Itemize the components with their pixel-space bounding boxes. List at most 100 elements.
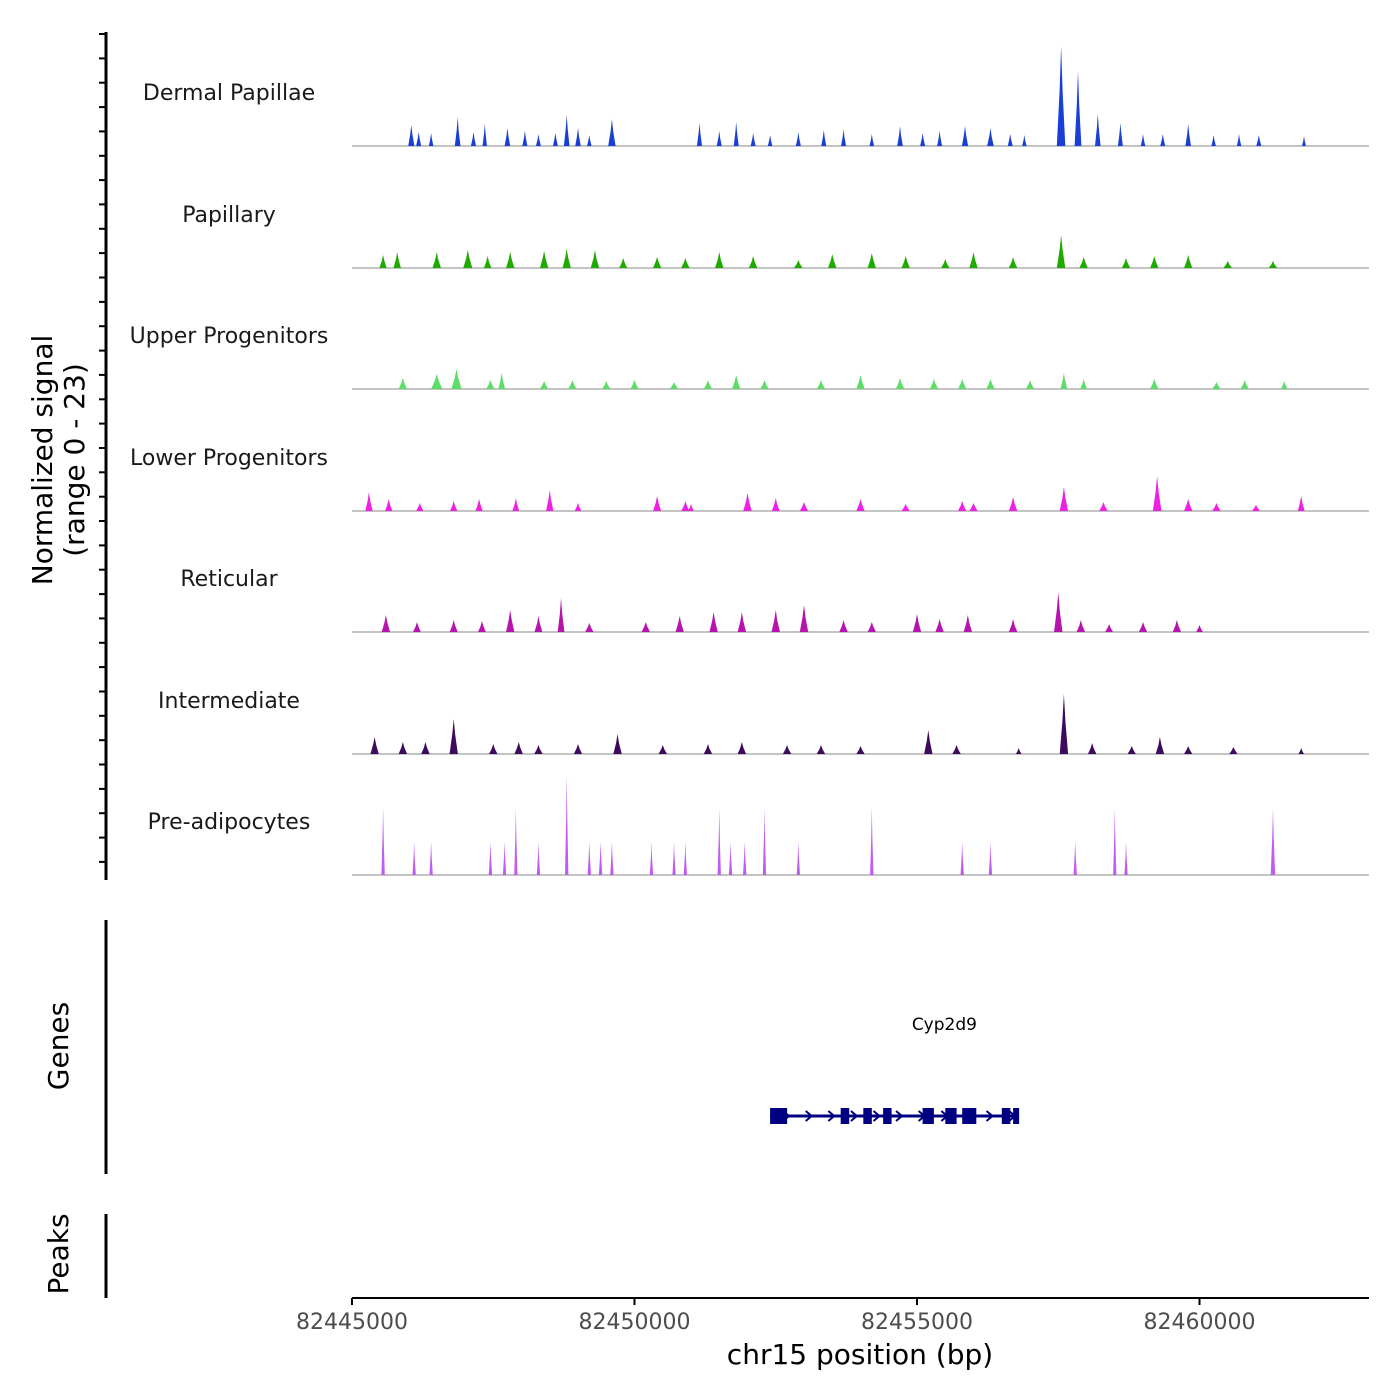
signal-y-axis xyxy=(99,32,108,880)
signal-peak xyxy=(1008,257,1018,268)
signal-peak xyxy=(1298,748,1304,754)
signal-peak xyxy=(672,842,676,875)
signal-peak xyxy=(563,115,570,146)
signal-peak xyxy=(816,745,826,754)
signal-peak xyxy=(428,133,434,146)
signal-peak xyxy=(771,498,780,511)
signal-peak xyxy=(912,614,922,632)
signal-peak xyxy=(514,808,518,875)
signal-peak xyxy=(1236,134,1242,146)
signal-peak xyxy=(1184,255,1193,268)
signal-peak xyxy=(737,742,747,754)
signal-peak xyxy=(1155,737,1165,754)
x-axis: 82445000 82450000 82455000 82460000 xyxy=(296,1297,1369,1335)
signal-peak xyxy=(1079,257,1088,268)
signal-peak xyxy=(867,622,876,632)
signal-peak xyxy=(839,620,848,632)
signal-peak xyxy=(619,258,628,268)
track-label: Dermal Papillae xyxy=(143,81,315,106)
gene-label: Cyp2d9 xyxy=(912,1015,977,1035)
signal-peak xyxy=(960,842,964,875)
signal-peak xyxy=(1080,379,1088,389)
signal-peak xyxy=(941,259,950,268)
signal-peak xyxy=(504,128,511,146)
strand-arrow xyxy=(805,1110,814,1122)
x-axis-title: chr15 position (bp) xyxy=(727,1338,993,1371)
signal-peak xyxy=(681,501,690,511)
signal-peak xyxy=(534,616,543,632)
signal-peak xyxy=(613,734,622,754)
track-pre-adipocytes: Pre-adipocytes xyxy=(148,775,1369,876)
signal-peak xyxy=(602,381,611,389)
signal-peak xyxy=(703,744,713,754)
signal-peak xyxy=(856,746,865,754)
x-tick-label: 82455000 xyxy=(861,1310,973,1335)
signal-peak xyxy=(1196,625,1203,632)
signal-peak xyxy=(737,612,747,632)
signal-peak xyxy=(969,252,978,268)
signal-peak xyxy=(816,380,826,389)
signal-peak xyxy=(489,744,498,754)
signal-peak xyxy=(1212,382,1221,389)
signal-peak xyxy=(1099,502,1108,511)
x-tick-label: 82460000 xyxy=(1144,1310,1256,1335)
signal-peak xyxy=(1015,748,1022,754)
signal-peak xyxy=(365,492,373,511)
signal-peak xyxy=(715,252,724,268)
signal-peak xyxy=(1022,135,1027,146)
signal-peak xyxy=(717,808,721,875)
signal-peak xyxy=(381,808,385,875)
signal-peak xyxy=(901,504,910,511)
signal-peak xyxy=(557,598,565,632)
signal-peak xyxy=(512,498,520,511)
gene-exon xyxy=(840,1108,850,1124)
signal-peak xyxy=(652,257,662,268)
signal-peak xyxy=(482,124,487,146)
signal-peak xyxy=(1184,499,1193,511)
signal-peak xyxy=(901,256,910,268)
signal-peak xyxy=(568,380,577,389)
signal-peak xyxy=(1095,114,1101,146)
signal-peak xyxy=(920,133,926,146)
x-tick-label: 82450000 xyxy=(579,1310,691,1335)
gene-exon xyxy=(883,1108,892,1124)
signal-peak xyxy=(534,745,543,754)
signal-peak xyxy=(470,132,476,146)
signal-peak xyxy=(1054,592,1063,632)
signal-peak xyxy=(1140,134,1146,146)
peaks-panel: Peaks xyxy=(42,1213,108,1298)
signal-peak xyxy=(1184,746,1193,754)
track-reticular: Reticular xyxy=(180,567,1369,633)
signal-peak xyxy=(1025,380,1035,389)
signal-peak xyxy=(1127,746,1136,754)
signal-peak xyxy=(398,742,408,754)
signal-peak xyxy=(1240,380,1249,389)
signal-peak xyxy=(1060,373,1068,389)
signal-peak xyxy=(760,380,769,389)
peaks-panel-title: Peaks xyxy=(42,1213,75,1294)
genes-panel-title: Genes xyxy=(42,1002,75,1090)
signal-peak xyxy=(587,842,591,875)
signal-peak xyxy=(413,622,421,632)
strand-arrow xyxy=(985,1110,995,1122)
signal-peak xyxy=(562,249,571,268)
signal-peak xyxy=(416,503,424,511)
signal-peak xyxy=(1121,258,1131,268)
signal-peak xyxy=(703,380,713,389)
signal-peak xyxy=(969,503,978,511)
strand-arrow xyxy=(850,1110,859,1122)
signal-peak xyxy=(1172,620,1182,632)
signal-peak xyxy=(1059,694,1069,754)
signal-peak xyxy=(454,117,461,146)
signal-peak xyxy=(963,615,973,632)
signal-peak xyxy=(771,610,780,632)
signal-peak xyxy=(794,260,803,268)
signal-peak xyxy=(1270,808,1276,875)
signal-peak xyxy=(952,745,961,754)
signal-peak xyxy=(608,119,616,146)
signal-peak xyxy=(958,501,967,511)
signal-peak xyxy=(743,842,747,875)
signal-peak xyxy=(709,612,718,632)
signal-peak xyxy=(1074,71,1082,146)
